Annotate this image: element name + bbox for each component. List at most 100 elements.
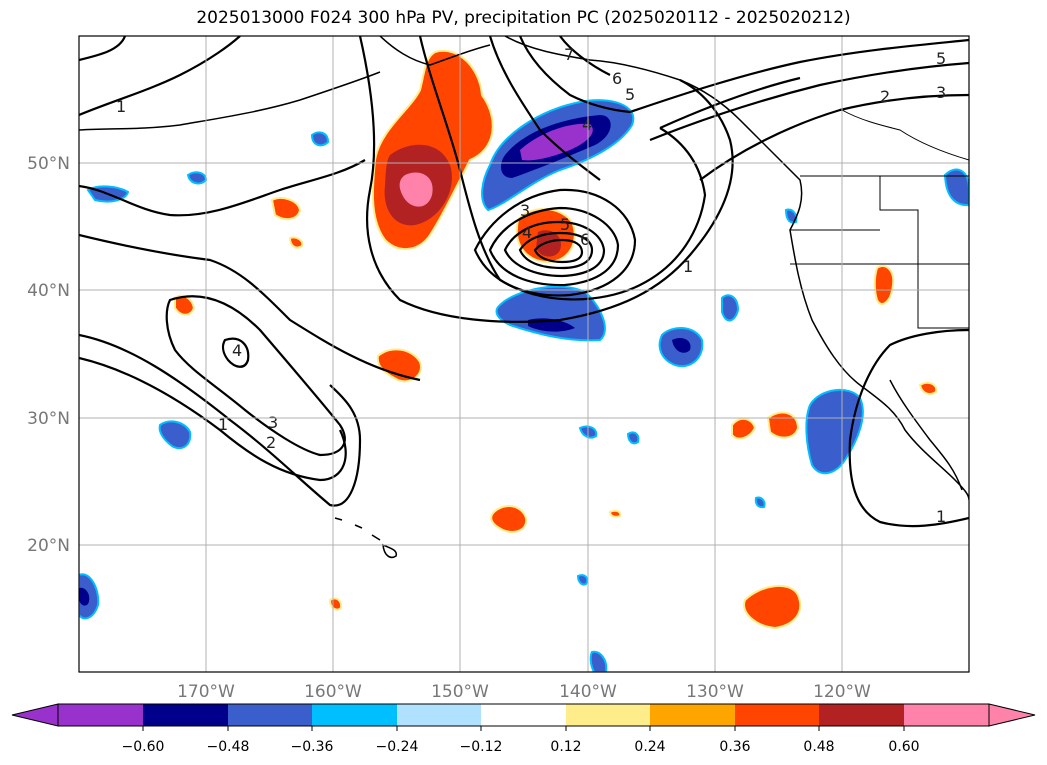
colorbar-segment — [566, 704, 650, 726]
precip-positive-area — [731, 417, 757, 440]
pv-contour-label: 6 — [612, 69, 622, 88]
precip-positive-area — [743, 584, 802, 630]
lat-label: 20°N — [27, 536, 70, 556]
colorbar-extend-high — [988, 703, 1036, 727]
pv-contour-label: 3 — [520, 201, 530, 220]
pv-contour — [503, 220, 606, 278]
pv-contour — [221, 337, 250, 368]
precip-negative-area — [186, 171, 208, 185]
precip-positive-area — [328, 597, 343, 611]
colorbar-label: −0.36 — [291, 739, 334, 755]
pv-contour-label: 4 — [522, 223, 532, 242]
lat-label: 30°N — [27, 409, 70, 429]
pv-contours — [79, 36, 969, 528]
precip-negative-core — [672, 338, 691, 353]
precip-positive-area — [873, 265, 895, 305]
pv-contour — [79, 36, 127, 62]
precip-negative-area — [158, 420, 192, 450]
colorbar-ticks — [142, 726, 905, 731]
lat-labels: 20°N 30°N 40°N 50°N — [27, 154, 70, 556]
pv-contour-label: 5 — [560, 215, 570, 234]
precip-positive-area — [270, 197, 302, 221]
pv-contour — [79, 233, 421, 382]
pv-contour — [649, 61, 969, 142]
precip-negative-area — [310, 131, 330, 147]
gridlines — [79, 36, 969, 672]
lon-label: 170°W — [177, 682, 235, 702]
colorbar-label: 0.60 — [888, 739, 919, 755]
pv-contour — [518, 231, 594, 270]
pv-contour-label: 4 — [582, 115, 592, 134]
precip-positive-area — [490, 505, 528, 533]
state-border — [841, 109, 969, 161]
state-border — [879, 176, 969, 329]
aleutian-islands — [79, 71, 381, 131]
lon-labels: 170°W 160°W 150°W 140°W 130°W 120°W — [177, 682, 871, 702]
pv-contour — [629, 38, 969, 114]
lon-label: 130°W — [686, 682, 744, 702]
colorbar-segment — [58, 704, 143, 726]
pv-contour — [488, 206, 620, 287]
pv-contour — [79, 356, 347, 482]
pv-contour — [473, 188, 637, 297]
lon-label: 140°W — [559, 682, 617, 702]
precip-negative-area — [943, 168, 969, 207]
pv-contour — [79, 159, 366, 217]
precip-positive-area — [288, 236, 304, 249]
lat-label: 50°N — [27, 154, 70, 174]
colorbar: −0.60 −0.48 −0.36 −0.24 −0.12 0.12 0.24 … — [11, 703, 1036, 755]
precip-negative-area — [576, 574, 589, 586]
precip-positive-area — [918, 381, 938, 395]
colorbar-label: 0.24 — [634, 739, 665, 755]
colorbar-label: −0.24 — [376, 739, 419, 755]
pv-contour-label: 1 — [218, 415, 228, 434]
colorbar-label: −0.12 — [460, 739, 503, 755]
precip-positive-peak — [399, 172, 433, 207]
precip-negative-area — [784, 208, 798, 224]
pv-contour-label: 1 — [116, 97, 126, 116]
colorbar-segment — [143, 704, 228, 726]
colorbar-segment — [228, 704, 312, 726]
precip-negative-area — [805, 388, 864, 475]
pv-contour-label: 4 — [232, 341, 242, 360]
pv-contour-label: 5 — [936, 49, 946, 68]
colorbar-label: 0.48 — [803, 739, 834, 755]
lon-label: 160°W — [304, 682, 362, 702]
pv-contour-label: 7 — [564, 45, 574, 64]
hawaii-islands — [334, 517, 398, 559]
precip-positive-core — [536, 230, 561, 257]
us-borders — [790, 109, 969, 329]
pv-contour — [79, 36, 241, 117]
precip-negative-area — [721, 294, 740, 322]
colorbar-label: 0.12 — [550, 739, 581, 755]
pv-contour — [559, 36, 611, 76]
colorbar-extend-low — [11, 703, 59, 727]
pv-contour — [518, 36, 631, 114]
colorbar-label: −0.48 — [207, 739, 250, 755]
pv-contour-label: 1 — [936, 507, 946, 526]
pv-contour-label: 2 — [266, 433, 276, 452]
lat-label: 40°N — [27, 281, 70, 301]
colorbar-segment — [735, 704, 819, 726]
map-title: 2025013000 F024 300 hPa PV, precipitatio… — [196, 8, 851, 28]
pv-contour — [165, 295, 346, 457]
colorbar-segment — [650, 704, 735, 726]
pv-contour — [699, 93, 969, 181]
colorbar-label: 0.36 — [719, 739, 750, 755]
precip-positive-area — [376, 348, 422, 383]
pv-contour — [358, 36, 734, 323]
precip-negative-area — [626, 431, 640, 445]
pv-contour-label: 6 — [580, 230, 590, 249]
pv-contour-labels: 1 1 1 1 2 2 3 3 3 4 4 4 5 5 5 6 6 7 — [116, 45, 946, 526]
pv-contour-label: 2 — [880, 87, 890, 106]
lon-label: 120°W — [813, 682, 871, 702]
precip-positive-area — [608, 509, 622, 518]
map-frame — [78, 35, 970, 673]
pv-contour — [848, 328, 969, 528]
colorbar-segment — [312, 704, 397, 726]
precip-shading — [79, 49, 969, 672]
pv-contour-label: 5 — [625, 85, 635, 104]
colorbar-label: −0.60 — [122, 739, 165, 755]
precip-negative-area — [589, 650, 608, 672]
